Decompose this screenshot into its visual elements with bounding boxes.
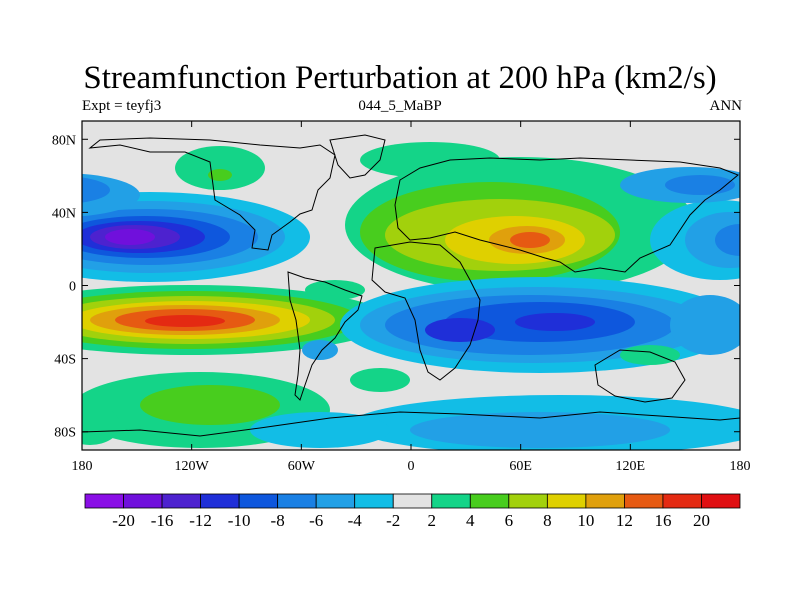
colorbar-label: 20 — [693, 511, 710, 530]
colorbar-swatch — [392, 493, 433, 509]
colorbar-swatch — [84, 493, 124, 509]
colorbar: -20 -16 -12 -10 -8 -6 -4 -2 2 4 6 8 10 12 16 20 — [84, 493, 741, 530]
colorbar-swatch — [238, 493, 279, 509]
colorbar-label: 12 — [616, 511, 633, 530]
y-tick-label: 80N — [52, 133, 76, 148]
x-tick-label: 60W — [288, 459, 316, 474]
x-tick-label: 120E — [616, 459, 646, 474]
y-axis: 80N 40N 0 40S 80S — [52, 133, 740, 441]
colorbar-label: 4 — [466, 511, 475, 530]
colorbar-label: -12 — [189, 511, 212, 530]
colorbar-label: -2 — [386, 511, 400, 530]
colorbar-swatch — [315, 493, 356, 509]
colorbar-swatch — [123, 493, 163, 509]
colorbar-label: 6 — [505, 511, 514, 530]
experiment-label: Expt = teyfj3 — [82, 98, 162, 114]
coastlines — [82, 134, 740, 450]
colorbar-swatch — [200, 493, 240, 509]
colorbar-label: -10 — [228, 511, 251, 530]
south-america-outline — [287, 271, 363, 401]
colorbar-swatch — [624, 493, 664, 509]
east-pacific-north-low — [620, 167, 740, 280]
southern-high-latitude — [82, 345, 740, 450]
colorbar-label: -4 — [348, 511, 363, 530]
y-tick-label: 40N — [52, 206, 76, 221]
map-title: Streamfunction Perturbation at 200 hPa (… — [83, 60, 717, 96]
colorbar-swatch — [469, 493, 510, 509]
colorbar-swatch — [546, 493, 587, 509]
colorbar-label: 8 — [543, 511, 552, 530]
colorbar-swatch — [431, 493, 471, 509]
y-tick-label: 40S — [54, 353, 76, 368]
colorbar-label: -8 — [271, 511, 285, 530]
colorbar-swatch — [585, 493, 625, 509]
colorbar-label: 10 — [577, 511, 594, 530]
x-tick-label: 60E — [509, 459, 532, 474]
x-tick-label: 0 — [408, 459, 415, 474]
greenland-outline — [329, 134, 386, 179]
colorbar-label: 2 — [428, 511, 437, 530]
x-tick-label: 180 — [72, 459, 93, 474]
eurasia-high — [345, 157, 695, 293]
pacific-north-low — [82, 173, 310, 282]
colorbar-label: -20 — [112, 511, 135, 530]
colorbar-label: -16 — [151, 511, 174, 530]
contour-fill — [82, 142, 740, 450]
y-tick-label: 80S — [54, 426, 76, 441]
x-tick-label: 120W — [175, 459, 210, 474]
north-america-outline — [88, 137, 336, 251]
africa-outline — [371, 241, 481, 381]
colorbar-swatch — [277, 493, 317, 509]
colorbar-swatch — [701, 493, 741, 509]
y-tick-label: 0 — [69, 280, 76, 295]
colorbar-label: 16 — [654, 511, 671, 530]
case-label: 044_5_MaBP — [358, 98, 442, 114]
antarctica-outline — [82, 411, 740, 450]
colorbar-swatch — [161, 493, 201, 509]
colorbar-swatch — [662, 493, 702, 509]
colorbar-swatch — [354, 493, 394, 509]
colorbar-label: -6 — [309, 511, 323, 530]
x-axis: 180 120W 60W 0 60E 120E 180 — [72, 121, 751, 474]
x-tick-label: 180 — [730, 459, 751, 474]
australia-outline — [594, 349, 686, 403]
eurasia-outline — [394, 157, 739, 273]
pacific-south-high — [82, 285, 390, 355]
season-label: ANN — [709, 98, 743, 114]
colorbar-swatch — [508, 493, 548, 509]
